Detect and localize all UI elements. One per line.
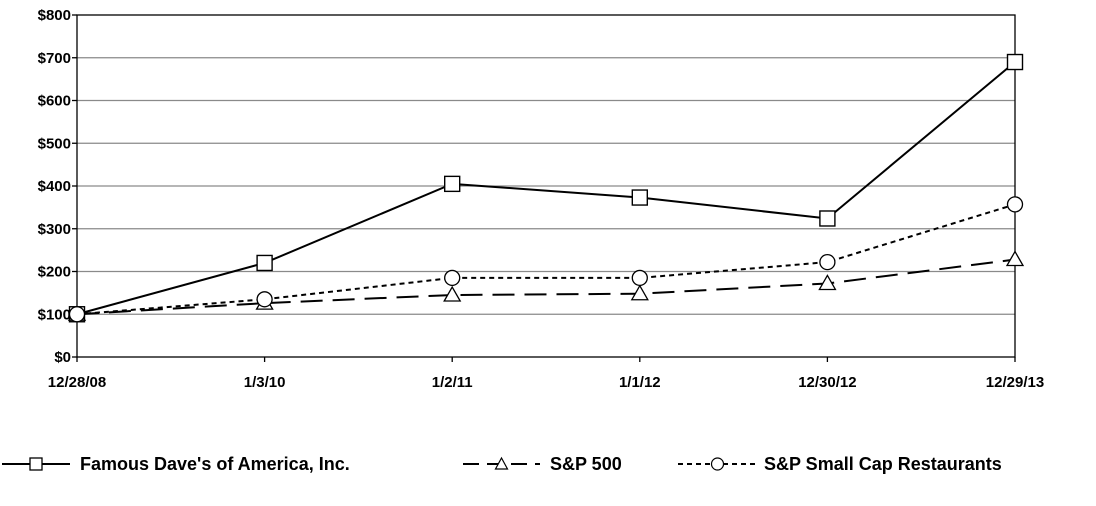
data-point xyxy=(819,253,836,271)
legend-marker xyxy=(710,457,725,471)
data-point xyxy=(256,254,273,272)
y-tick-label: $100 xyxy=(38,306,71,323)
legend: Famous Dave's of America, Inc. S&P 500 S&P… xyxy=(2,454,1002,474)
series-lines xyxy=(67,53,1025,323)
data-point xyxy=(631,189,648,206)
x-tick-label: 1/2/11 xyxy=(432,374,473,391)
series-1 xyxy=(67,250,1025,321)
series-0 xyxy=(68,53,1024,323)
y-tick-label: $700 xyxy=(38,50,71,67)
data-point xyxy=(68,306,86,323)
legend-label: Famous Dave's of America, Inc. xyxy=(80,454,350,474)
y-tick-label: $0 xyxy=(54,349,71,366)
data-point xyxy=(256,291,273,308)
data-point xyxy=(443,285,462,302)
legend-label: S&P Small Cap Restaurants xyxy=(764,454,1002,474)
data-point xyxy=(1005,250,1025,267)
x-tick-label: 1/1/12 xyxy=(619,374,661,391)
data-point xyxy=(818,274,837,291)
y-tick-label: $200 xyxy=(38,264,71,281)
y-tick-label: $400 xyxy=(38,178,71,195)
y-tick-label: $500 xyxy=(38,135,71,152)
legend-label: S&P 500 xyxy=(550,454,622,474)
x-tick-label: 1/3/10 xyxy=(244,374,286,391)
y-axis-tick-labels: $0 $100 $200 $300 $400 $500 $600 $700 $800 xyxy=(38,7,71,366)
plot-frame xyxy=(76,14,1016,358)
data-point xyxy=(444,175,461,193)
data-point xyxy=(631,269,648,287)
legend-item-2: S&P Small Cap Restaurants xyxy=(678,454,1002,474)
legend-item-1: S&P 500 xyxy=(463,454,622,474)
x-tick-label: 12/28/08 xyxy=(48,374,106,391)
data-point xyxy=(444,269,461,287)
x-axis-tick-labels: 12/28/08 1/3/10 1/2/11 1/1/12 12/30/12 12/29/… xyxy=(48,374,1044,391)
data-point xyxy=(1006,53,1024,71)
data-point xyxy=(630,284,649,301)
y-tick-label: $600 xyxy=(38,93,71,110)
series-line xyxy=(76,203,1016,316)
data-point xyxy=(1006,196,1024,213)
axes xyxy=(72,14,1016,362)
x-tick-label: 12/29/13 xyxy=(986,374,1044,391)
legend-marker xyxy=(29,457,43,471)
series-line xyxy=(76,258,1016,316)
series-2 xyxy=(68,196,1024,323)
series-line xyxy=(76,61,1016,316)
y-tick-label: $800 xyxy=(38,7,71,24)
data-point xyxy=(819,210,836,227)
legend-item-0: Famous Dave's of America, Inc. xyxy=(2,454,350,474)
y-tick-label: $300 xyxy=(38,221,71,238)
legend-marker xyxy=(494,456,509,470)
x-tick-label: 12/30/12 xyxy=(798,374,856,391)
